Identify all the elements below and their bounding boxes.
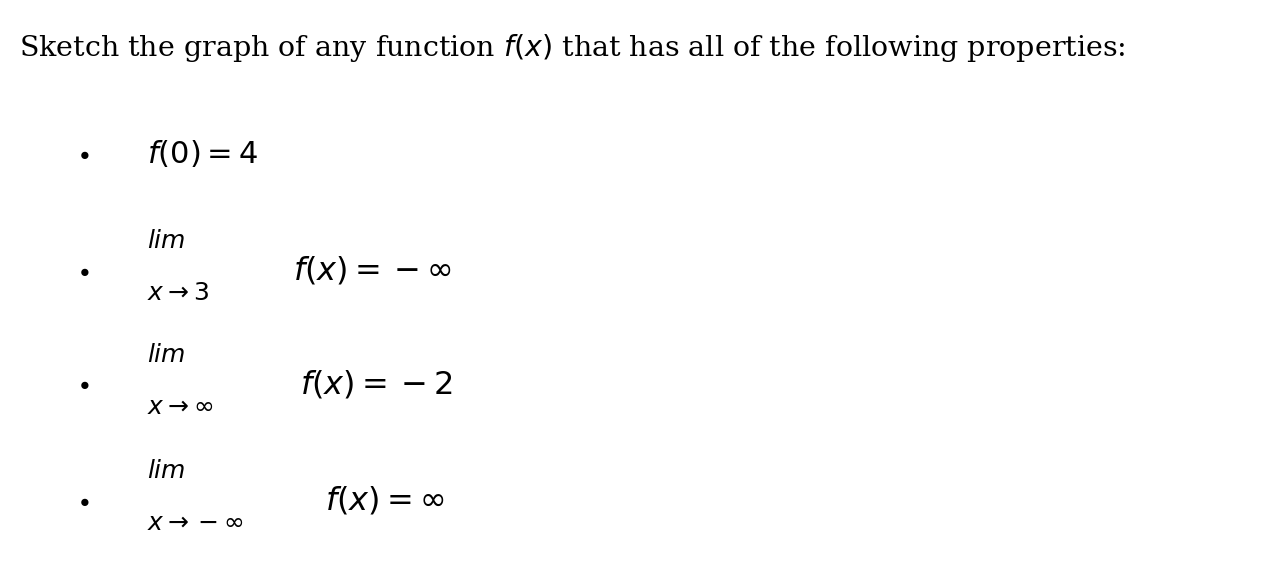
- Text: $x \rightarrow \infty$: $x \rightarrow \infty$: [147, 396, 213, 419]
- Text: $x \rightarrow -\infty$: $x \rightarrow -\infty$: [147, 512, 244, 535]
- Text: $\mathit{lim}$: $\mathit{lim}$: [147, 230, 185, 253]
- Text: $\bullet$: $\bullet$: [77, 258, 89, 283]
- Text: $f(x) = -2$: $f(x) = -2$: [300, 368, 453, 400]
- Text: $f(0) = 4$: $f(0) = 4$: [147, 139, 258, 170]
- Text: $\bullet$: $\bullet$: [77, 372, 89, 396]
- Text: $\bullet$: $\bullet$: [77, 142, 89, 166]
- Text: $x \rightarrow 3$: $x \rightarrow 3$: [147, 282, 209, 306]
- Text: $\bullet$: $\bullet$: [77, 488, 89, 513]
- Text: $f(x) = \infty$: $f(x) = \infty$: [325, 485, 445, 516]
- Text: $\mathit{lim}$: $\mathit{lim}$: [147, 343, 185, 367]
- Text: Sketch the graph of any function $f(x)$ that has all of the following properties: Sketch the graph of any function $f(x)$ …: [19, 32, 1125, 64]
- Text: $\mathit{lim}$: $\mathit{lim}$: [147, 460, 185, 483]
- Text: $f(x) = -\infty$: $f(x) = -\infty$: [293, 255, 453, 286]
